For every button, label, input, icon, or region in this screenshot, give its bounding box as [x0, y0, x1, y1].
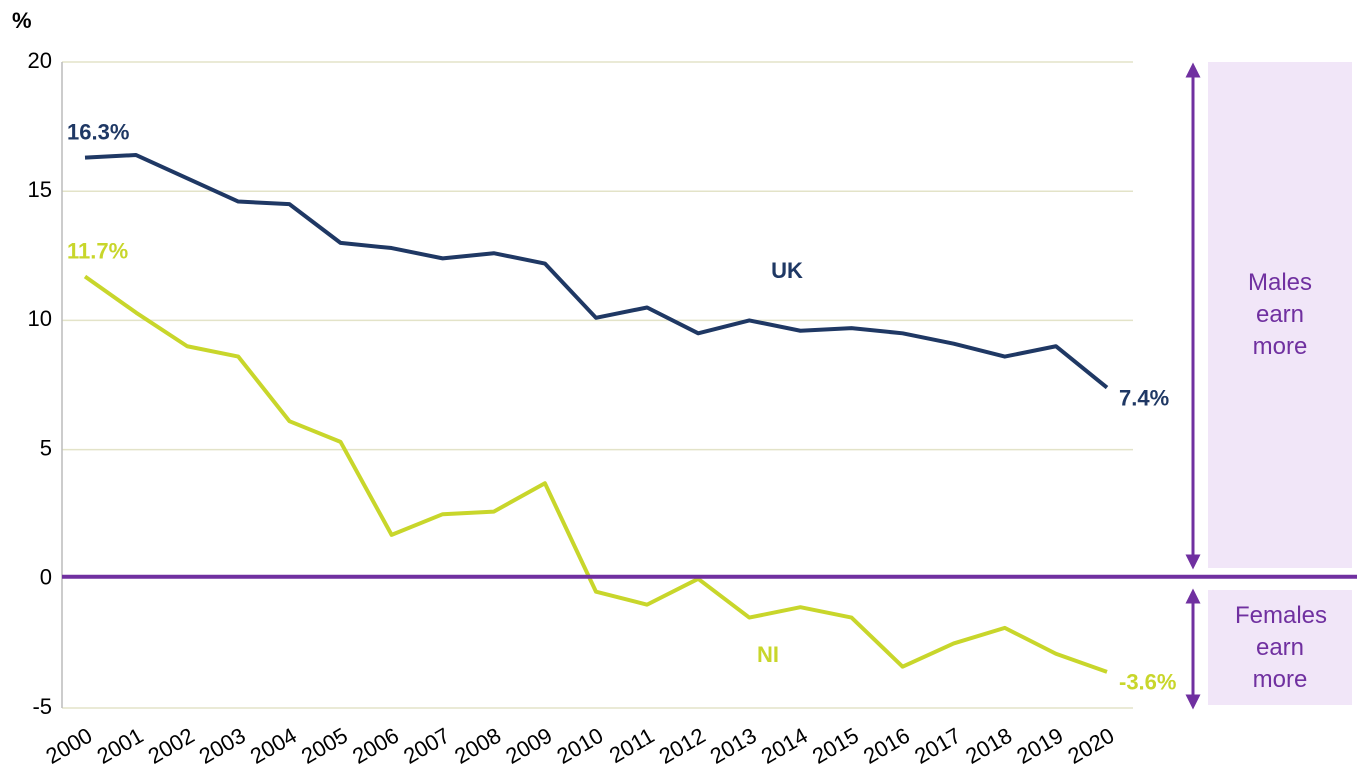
y-tick-label: -5 — [32, 694, 52, 719]
series-line — [84, 153, 1109, 390]
y-tick-label: 5 — [40, 435, 52, 460]
x-tick-label: 2007 — [399, 723, 454, 769]
y-unit: % — [12, 8, 32, 33]
y-tick-label: 10 — [28, 306, 52, 331]
data-label: 11.7% — [67, 238, 128, 263]
series-label: NI — [757, 642, 779, 667]
x-tick-label: 2008 — [450, 723, 505, 769]
annotation: Females earn more — [1235, 601, 1328, 693]
x-tick-label: 2018 — [961, 723, 1016, 769]
x-tick-label: 2015 — [808, 723, 863, 769]
x-tick-label: 2012 — [655, 723, 710, 769]
annotation: Males earn more — [1247, 269, 1313, 360]
data-label: 16.3% — [67, 119, 129, 144]
x-tick-label: 2011 — [605, 723, 658, 768]
x-tick-label: 2017 — [910, 723, 965, 769]
males-box: Males earn more — [1208, 62, 1352, 568]
x-tick-label: 2005 — [297, 723, 352, 769]
series-line — [83, 274, 1108, 674]
y-tick-label: 0 — [40, 565, 52, 590]
x-tick-label: 2010 — [553, 723, 608, 769]
y-tick-label: 15 — [28, 177, 52, 202]
females-box: Females earn more — [1208, 590, 1352, 705]
series-label: UK — [771, 258, 803, 283]
y-tick-label: 20 — [28, 48, 52, 73]
data-label: 7.4% — [1119, 385, 1169, 410]
x-tick-label: 2003 — [195, 723, 250, 769]
x-tick-label: 2004 — [246, 723, 301, 769]
x-tick-label: 2009 — [501, 723, 556, 769]
x-tick-label: 2019 — [1012, 723, 1067, 769]
x-tick-label: 2020 — [1064, 723, 1119, 769]
x-tick-label: 2013 — [706, 723, 761, 769]
x-tick-label: 2002 — [144, 723, 199, 769]
data-label: -3.6% — [1119, 670, 1176, 695]
x-tick-label: 2001 — [93, 723, 148, 769]
x-tick-label: 2014 — [757, 723, 812, 769]
x-tick-label: 2000 — [42, 723, 97, 769]
x-tick-label: 2016 — [859, 723, 914, 769]
x-tick-label: 2006 — [348, 723, 403, 769]
